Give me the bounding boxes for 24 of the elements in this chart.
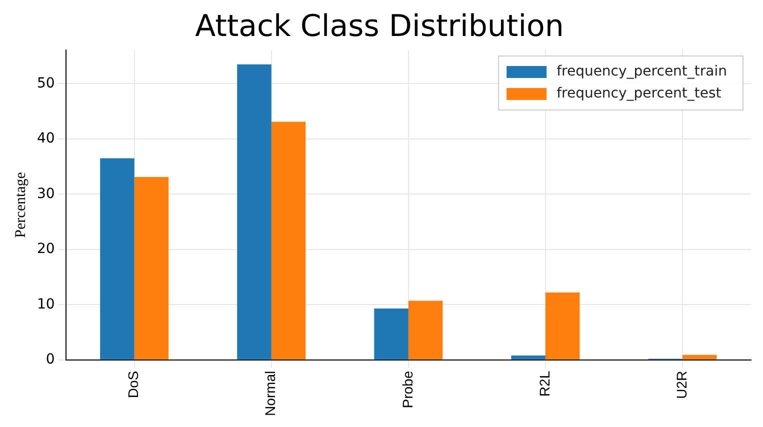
- bar: [682, 354, 717, 360]
- chart-title: Attack Class Distribution: [195, 8, 564, 44]
- y-axis-title: Percentage: [12, 172, 29, 238]
- y-tick-label: 30: [36, 186, 55, 202]
- y-tick-label: 0: [46, 352, 55, 368]
- bar: [271, 122, 306, 360]
- bar: [100, 158, 134, 360]
- x-tick-label: Normal: [262, 370, 278, 416]
- legend-label: frequency_percent_train: [556, 64, 728, 80]
- bar: [408, 300, 443, 360]
- bar: [511, 355, 546, 360]
- bar: [545, 292, 580, 360]
- bar: [374, 308, 408, 360]
- y-tick-label: 50: [36, 75, 55, 92]
- legend-label: frequency_percent_test: [556, 86, 722, 102]
- x-tick-label: U2R: [673, 370, 690, 399]
- x-tick-label: R2L: [536, 370, 552, 397]
- bar: [237, 64, 272, 360]
- x-tick-label: DoS: [125, 370, 142, 398]
- x-tick-label: Probe: [399, 370, 416, 408]
- bar: [134, 177, 169, 360]
- y-tick-label: 10: [36, 296, 55, 312]
- y-tick-label: 40: [36, 130, 55, 147]
- y-tick-label: 20: [36, 241, 55, 258]
